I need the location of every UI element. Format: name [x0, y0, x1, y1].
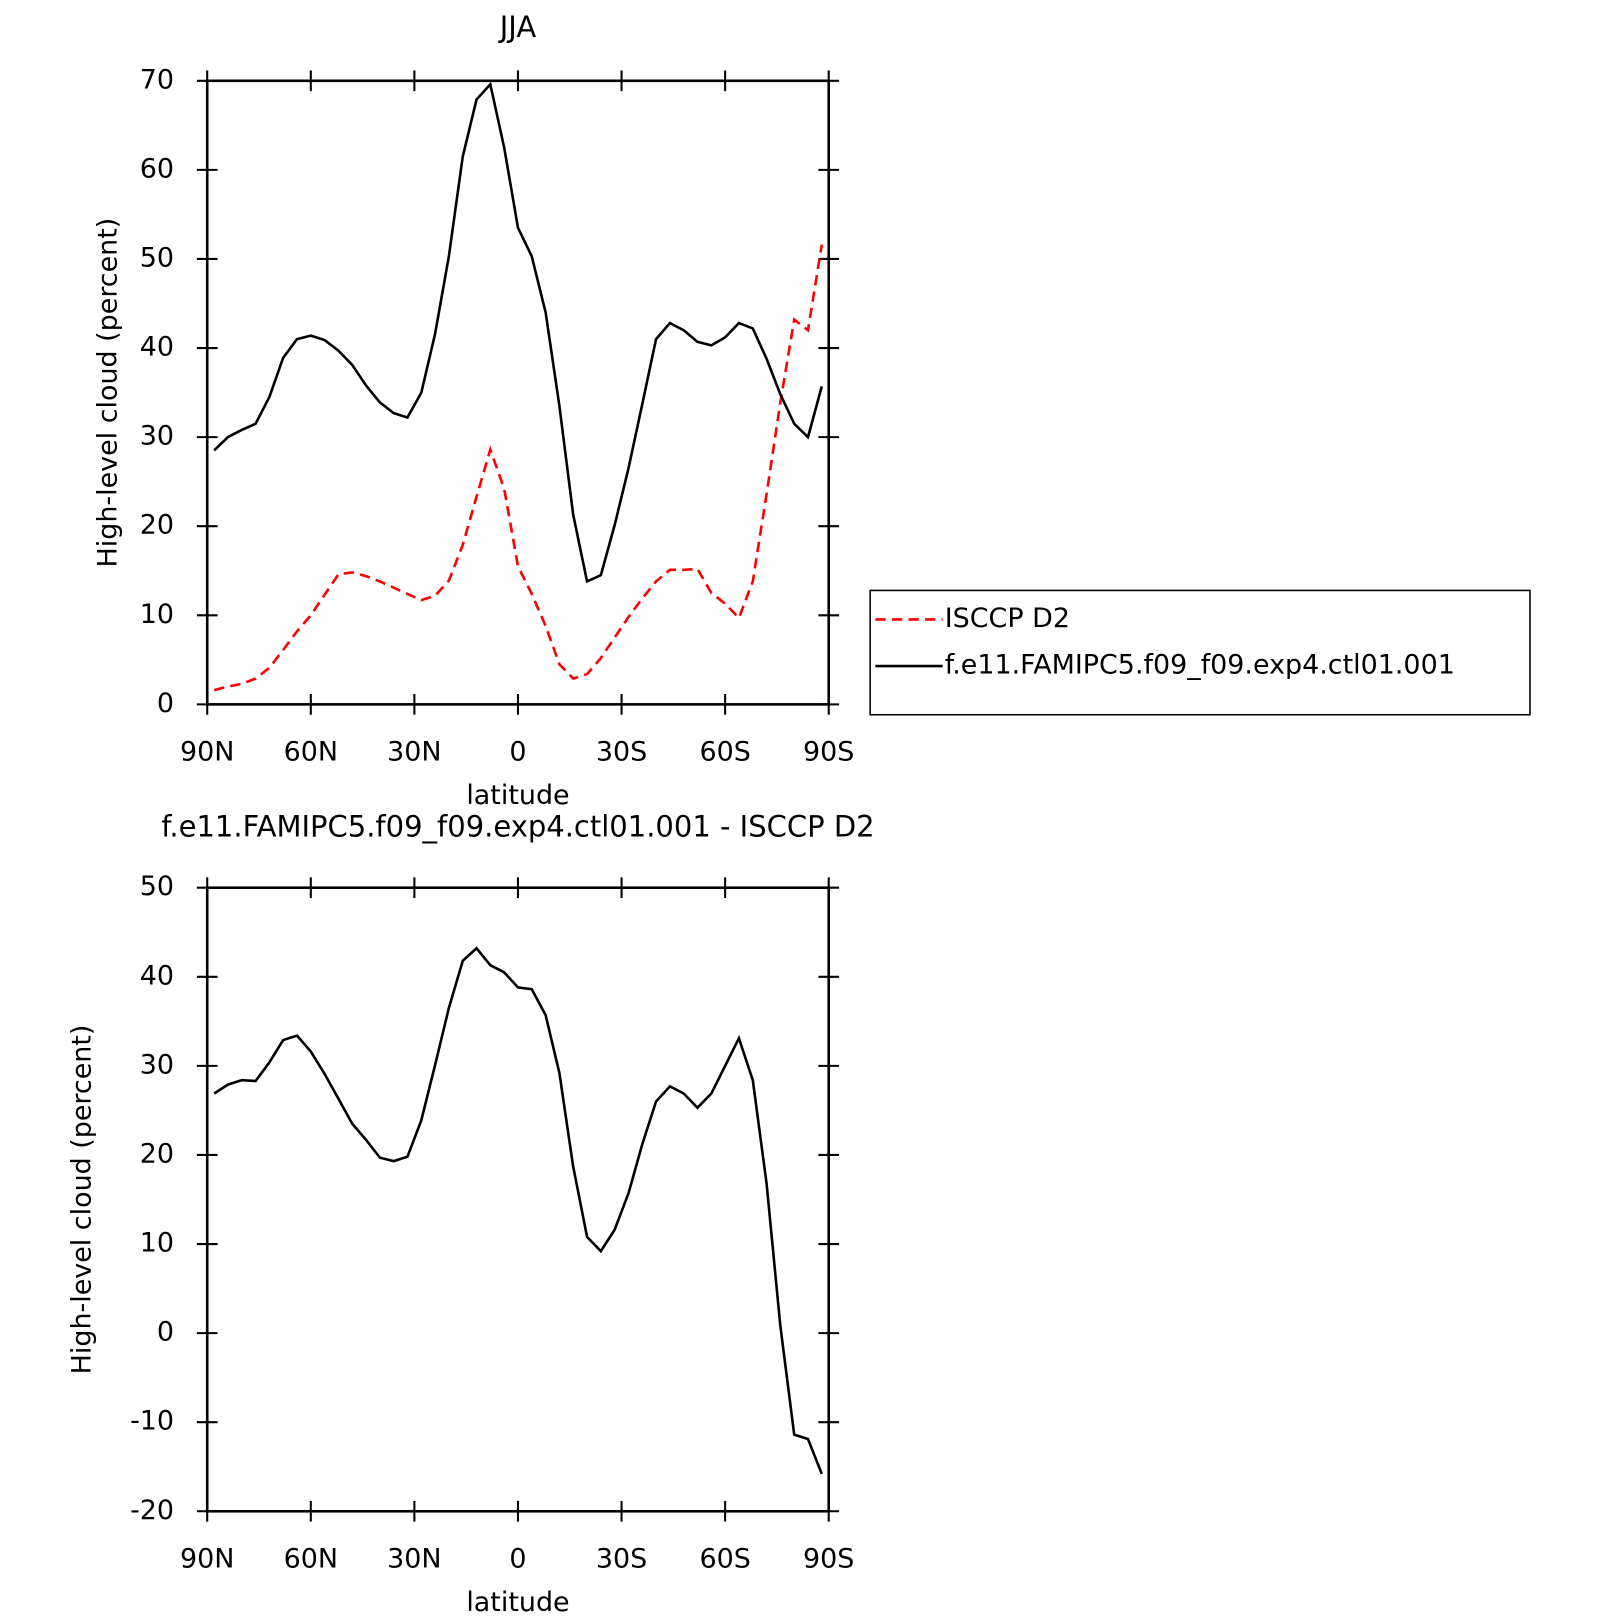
y-tick-label: 10 — [140, 1228, 174, 1259]
y-tick-label: 20 — [140, 510, 174, 541]
y-tick-label: 40 — [140, 332, 174, 363]
y-tick-label: -10 — [130, 1406, 174, 1437]
x-tick-label: 30N — [387, 737, 441, 768]
y-axis-label: High-level cloud (percent) — [66, 1025, 97, 1375]
plot-frame — [205, 886, 831, 1513]
y-tick-label: -20 — [130, 1495, 174, 1526]
x-tick-label: 90N — [180, 1543, 234, 1574]
data-line — [213, 244, 824, 692]
x-axis-label: latitude — [466, 780, 569, 811]
y-tick-label: 60 — [140, 153, 174, 184]
plot-frame — [205, 79, 831, 706]
chart-title: f.e11.FAMIPC5.f09_f09.exp4.ctl01.001 - I… — [161, 810, 874, 844]
legend-label: ISCCP D2 — [945, 603, 1070, 634]
y-tick-label: 20 — [140, 1138, 174, 1169]
y-tick-label: 10 — [140, 599, 174, 630]
y-tick-label: 0 — [157, 688, 174, 719]
x-tick-label: 90S — [803, 1543, 854, 1574]
data-line — [213, 81, 824, 584]
y-axis-label: High-level cloud (percent) — [92, 218, 123, 568]
x-tick-label: 90N — [180, 737, 234, 768]
y-tick-label: 30 — [140, 421, 174, 452]
y-tick-label: 0 — [157, 1317, 174, 1348]
x-tick-label: 90S — [803, 737, 854, 768]
y-tick-label: 40 — [140, 960, 174, 991]
y-tick-label: 30 — [140, 1049, 174, 1080]
data-line — [213, 946, 823, 1475]
legend-box — [869, 589, 1531, 716]
x-tick-label: 0 — [509, 1543, 526, 1574]
x-axis-label: latitude — [466, 1587, 569, 1618]
x-tick-label: 60N — [284, 737, 338, 768]
x-tick-label: 60S — [699, 737, 750, 768]
chart-title: JJA — [498, 10, 537, 44]
x-tick-label: 30N — [387, 1543, 441, 1574]
y-tick-label: 50 — [140, 871, 174, 902]
x-tick-label: 30S — [596, 737, 647, 768]
y-tick-label: 70 — [140, 64, 174, 95]
x-tick-label: 30S — [596, 1543, 647, 1574]
x-tick-label: 60S — [699, 1543, 750, 1574]
x-tick-label: 60N — [284, 1543, 338, 1574]
x-tick-label: 0 — [509, 737, 526, 768]
y-tick-label: 50 — [140, 242, 174, 273]
legend-label: f.e11.FAMIPC5.f09_f09.exp4.ctl01.001 — [945, 650, 1455, 681]
